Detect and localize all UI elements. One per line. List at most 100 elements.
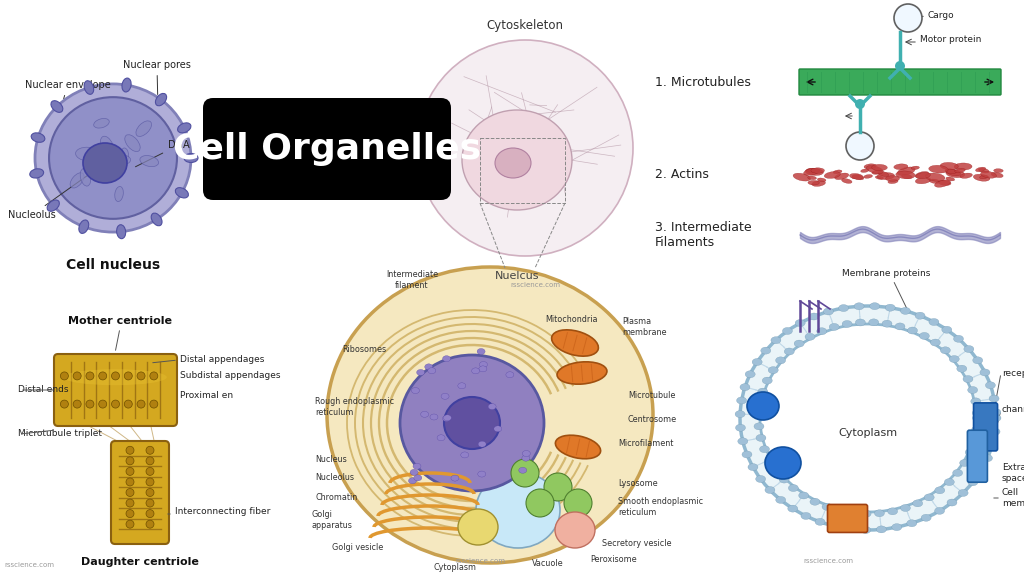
Ellipse shape (926, 173, 945, 181)
Ellipse shape (442, 355, 451, 362)
Text: Nuclear pores: Nuclear pores (123, 60, 190, 94)
Ellipse shape (555, 435, 601, 458)
Ellipse shape (113, 155, 131, 165)
Text: Daughter centriole: Daughter centriole (81, 557, 199, 567)
Ellipse shape (793, 173, 811, 181)
Ellipse shape (35, 84, 191, 232)
Ellipse shape (807, 169, 816, 172)
Ellipse shape (740, 384, 750, 391)
Ellipse shape (788, 484, 799, 491)
Ellipse shape (935, 180, 950, 187)
Ellipse shape (83, 143, 127, 183)
Ellipse shape (126, 488, 134, 497)
Ellipse shape (892, 524, 902, 530)
Text: Cell nucleus: Cell nucleus (66, 258, 160, 272)
Ellipse shape (822, 503, 833, 510)
Bar (480, 138, 565, 203)
Ellipse shape (441, 393, 450, 399)
Ellipse shape (735, 411, 745, 418)
Ellipse shape (971, 398, 981, 405)
Ellipse shape (915, 172, 929, 178)
Ellipse shape (93, 150, 109, 162)
Ellipse shape (49, 97, 177, 219)
Ellipse shape (443, 415, 452, 421)
Ellipse shape (888, 508, 898, 515)
Ellipse shape (495, 148, 531, 178)
Ellipse shape (835, 507, 845, 514)
Ellipse shape (877, 526, 887, 533)
Ellipse shape (817, 328, 826, 335)
Text: Microtubule triplet: Microtubule triplet (18, 430, 102, 438)
Ellipse shape (946, 170, 965, 177)
Ellipse shape (808, 180, 819, 185)
Ellipse shape (146, 499, 154, 507)
Ellipse shape (175, 188, 188, 198)
Ellipse shape (866, 166, 884, 174)
Ellipse shape (868, 319, 879, 326)
FancyBboxPatch shape (203, 98, 451, 200)
Ellipse shape (126, 457, 134, 465)
Ellipse shape (982, 454, 992, 461)
Ellipse shape (98, 372, 106, 380)
Ellipse shape (150, 400, 158, 408)
Ellipse shape (929, 319, 939, 325)
Ellipse shape (83, 150, 102, 166)
Ellipse shape (126, 520, 134, 528)
Ellipse shape (80, 169, 91, 186)
Ellipse shape (125, 135, 140, 151)
Text: Distal appendages: Distal appendages (180, 355, 264, 365)
Text: Nucleolus: Nucleolus (8, 165, 102, 220)
Text: Extracellular
space: Extracellular space (1002, 463, 1024, 483)
Ellipse shape (854, 303, 864, 310)
Ellipse shape (946, 169, 961, 176)
Ellipse shape (795, 340, 804, 347)
Ellipse shape (964, 346, 974, 353)
Ellipse shape (414, 475, 422, 481)
Ellipse shape (476, 472, 560, 548)
Ellipse shape (121, 148, 129, 163)
Ellipse shape (878, 173, 895, 180)
Text: Interconnecting fiber: Interconnecting fiber (175, 507, 270, 517)
Ellipse shape (901, 175, 912, 179)
Text: Smooth endoplasmic
reticulum: Smooth endoplasmic reticulum (618, 497, 703, 517)
Ellipse shape (809, 313, 819, 320)
Ellipse shape (972, 426, 982, 433)
Ellipse shape (756, 434, 766, 441)
Ellipse shape (746, 392, 779, 420)
Ellipse shape (876, 176, 884, 179)
Ellipse shape (848, 509, 858, 516)
Ellipse shape (430, 414, 438, 420)
Ellipse shape (86, 372, 94, 380)
Ellipse shape (929, 165, 948, 173)
Ellipse shape (152, 213, 162, 226)
Ellipse shape (912, 500, 923, 507)
Ellipse shape (412, 388, 420, 393)
Ellipse shape (973, 357, 983, 364)
Ellipse shape (920, 332, 930, 339)
Ellipse shape (907, 520, 916, 526)
Ellipse shape (968, 386, 978, 393)
Ellipse shape (911, 166, 920, 169)
Ellipse shape (878, 172, 889, 176)
Ellipse shape (51, 101, 62, 112)
Ellipse shape (993, 169, 1004, 173)
Ellipse shape (925, 494, 934, 501)
Ellipse shape (796, 320, 805, 327)
Ellipse shape (126, 478, 134, 486)
Ellipse shape (871, 164, 888, 170)
Ellipse shape (940, 162, 958, 170)
Ellipse shape (126, 499, 134, 507)
Ellipse shape (894, 164, 908, 169)
Ellipse shape (976, 467, 986, 474)
Ellipse shape (327, 267, 653, 563)
Ellipse shape (869, 302, 880, 310)
Ellipse shape (761, 347, 771, 354)
Ellipse shape (738, 438, 748, 445)
Ellipse shape (956, 365, 967, 372)
Ellipse shape (980, 369, 990, 376)
Ellipse shape (959, 460, 970, 467)
Ellipse shape (895, 323, 905, 330)
Ellipse shape (76, 147, 100, 161)
Ellipse shape (980, 175, 988, 179)
Ellipse shape (835, 173, 849, 180)
